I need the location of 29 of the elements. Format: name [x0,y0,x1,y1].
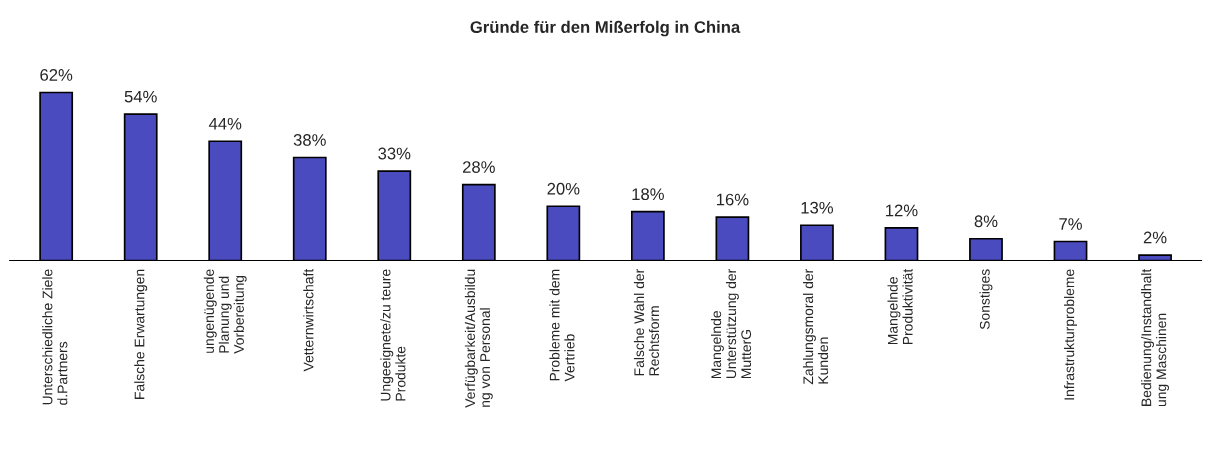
x-tick-label: Probleme mit dem Vertrieb [549,269,575,382]
x-tick-label: Verfügbarkeit/Ausbildu ng von Personal [464,269,493,408]
data-label: 8% [974,215,998,228]
x-tick-label: Falsche Wahl der Rechtsform [633,269,660,376]
x-tick-label: Mangelnde Produktivität [887,268,913,345]
data-label: 2% [1143,231,1167,244]
data-label: 18% [632,188,664,201]
x-tick-label: Bedienung/Instandhalt ung Maschinen [1141,268,1169,407]
data-label: 62% [40,69,73,81]
data-label: 44% [208,117,242,130]
x-tick-label: Mangelnde Unterstützung der MutterG [710,269,752,379]
x-tick-label: ungenügende Planung und Vorbereitung [203,269,247,354]
x-tick-label: Zahlungsmoral der Kunden [802,269,829,385]
data-label: 12% [886,204,918,217]
data-label: 7% [1059,218,1082,230]
chart-title: Gründe für den Mißerfolg in China [470,20,741,37]
x-tick-label: Unterschiedliche Ziele d.Partners [42,269,68,405]
x-tick-label: Sonstiges [979,269,993,330]
x-tick-label: Vetternwirtschaft [303,268,314,372]
data-label: 28% [462,161,495,173]
data-label: 33% [378,147,411,160]
data-label: 38% [293,134,326,146]
data-label: 54% [124,90,157,103]
data-label: 20% [547,182,580,195]
data-label: 16% [716,193,749,206]
x-tick-label: Infrastrukturprobleme [1064,269,1077,400]
x-tick-label: Falsche Erwartungen [134,269,148,399]
x-tick-label: Ungeeignete/zu teure Produkte [380,269,406,401]
data-label: 13% [801,201,834,214]
